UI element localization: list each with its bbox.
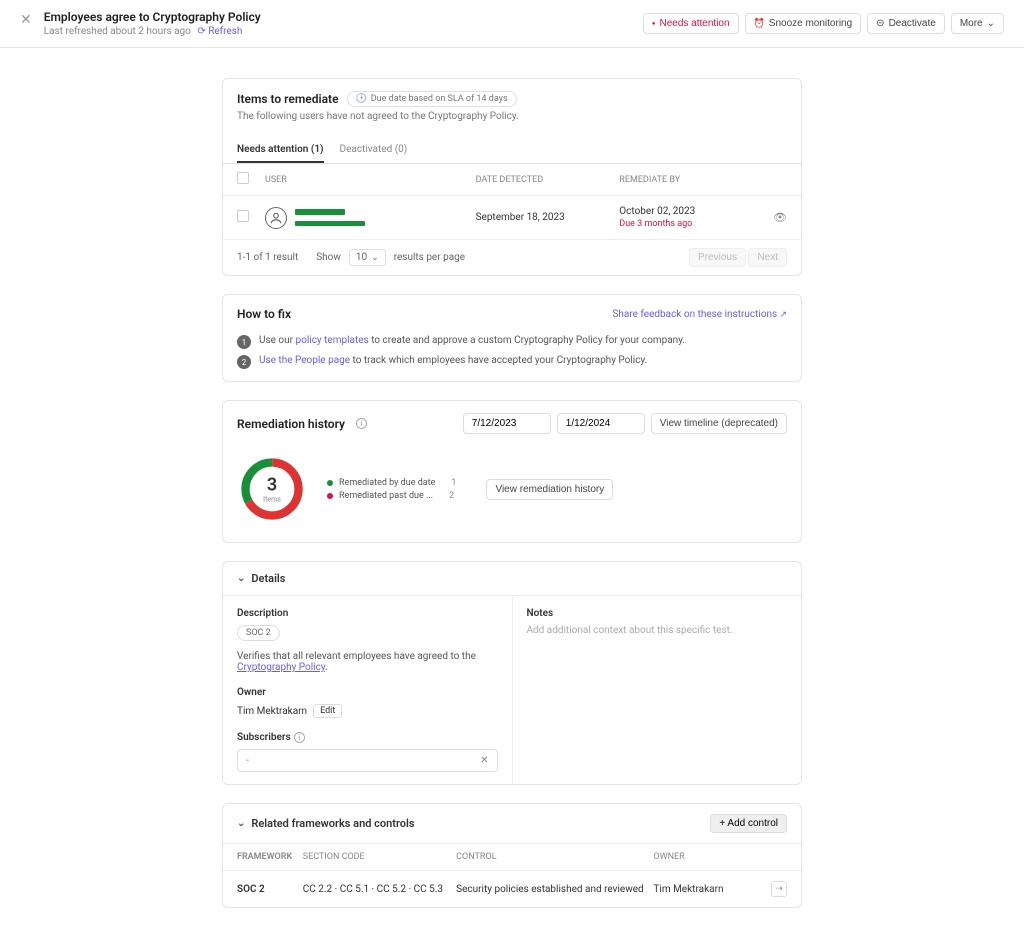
col-owner: OWNER: [653, 852, 763, 862]
details-card: Details Description SOC 2 Verifies that …: [222, 561, 802, 785]
subscribers-label: Subscribers: [237, 732, 291, 743]
select-all-checkbox[interactable]: [237, 172, 249, 184]
policy-templates-link[interactable]: policy templates: [296, 335, 369, 346]
sla-badge: Due date based on SLA of 14 days: [347, 91, 517, 107]
table-header: USER DATE DETECTED REMEDIATE BY: [223, 164, 801, 196]
user-avatar-icon: [265, 207, 287, 229]
fw-control: Security policies established and review…: [456, 884, 653, 895]
tab-deactivated[interactable]: Deactivated (0): [340, 138, 408, 163]
date-from-input[interactable]: [463, 413, 551, 434]
legend-dot-red: [327, 493, 333, 499]
legend-green-val: 1: [451, 478, 456, 488]
donut-chart: 3 Items: [237, 454, 307, 524]
user-name-redacted: [295, 207, 365, 229]
tab-needs-attention[interactable]: Needs attention (1): [237, 138, 324, 163]
refresh-link[interactable]: Refresh: [197, 26, 242, 37]
fix-title: How to fix: [237, 307, 291, 321]
owner-name: Tim Mektrakarn: [237, 706, 307, 717]
fw-owner: Tim Mektrakarn: [653, 884, 763, 895]
add-control-button[interactable]: + Add control: [710, 814, 787, 833]
page-size-select[interactable]: 10: [349, 249, 386, 266]
step-1-icon: 1: [237, 335, 251, 349]
remediate-title: Items to remediate: [237, 92, 339, 106]
page-header: ✕ Employees agree to Cryptography Policy…: [0, 0, 1024, 48]
view-history-button[interactable]: View remediation history: [486, 479, 613, 500]
donut-total: 3: [263, 475, 281, 496]
notes-placeholder[interactable]: Add additional context about this specif…: [527, 625, 788, 636]
col-section: SECTION CODE: [303, 852, 456, 862]
view-timeline-button[interactable]: View timeline (deprecated): [651, 413, 787, 434]
crypto-policy-link[interactable]: Cryptography Policy: [237, 662, 325, 673]
step-2-icon: 2: [237, 355, 251, 369]
table-row[interactable]: September 18, 2023 October 02, 2023 Due …: [223, 196, 801, 240]
legend-dot-green: [327, 480, 333, 486]
close-icon[interactable]: ✕: [20, 10, 32, 28]
result-count: 1-1 of 1 result: [237, 252, 298, 263]
date-detected: September 18, 2023: [476, 212, 610, 223]
col-control: CONTROL: [456, 852, 653, 862]
owner-label: Owner: [237, 687, 498, 698]
related-toggle[interactable]: Related frameworks and controls: [237, 817, 415, 830]
clear-icon[interactable]: ✕: [480, 755, 488, 766]
due-status: Due 3 months ago: [619, 219, 753, 229]
next-button[interactable]: Next: [748, 248, 787, 267]
feedback-link[interactable]: Share feedback on these instructions: [612, 309, 787, 320]
legend-green-label: Remediated by due date: [339, 478, 435, 488]
page-title: Employees agree to Cryptography Policy: [44, 10, 261, 24]
how-to-fix-card: How to fix Share feedback on these instr…: [222, 294, 802, 382]
history-title: Remediation history: [237, 417, 345, 431]
col-remediate: REMEDIATE BY: [619, 175, 753, 185]
details-toggle[interactable]: Details: [223, 562, 801, 595]
snooze-button[interactable]: Snooze monitoring: [745, 13, 862, 34]
related-card: Related frameworks and controls + Add co…: [222, 803, 802, 908]
description-label: Description: [237, 608, 498, 619]
fw-section: CC 2.2 · CC 5.1 · CC 5.2 · CC 5.3: [303, 884, 456, 895]
more-button[interactable]: More: [951, 13, 1004, 34]
soc2-chip: SOC 2: [237, 625, 280, 641]
framework-row[interactable]: SOC 2 CC 2.2 · CC 5.1 · CC 5.2 · CC 5.3 …: [223, 871, 801, 907]
fw-name: SOC 2: [237, 884, 303, 895]
col-framework: FRAMEWORK: [237, 852, 303, 862]
deactivate-button[interactable]: Deactivate: [867, 13, 945, 34]
needs-attention-button[interactable]: Needs attention: [643, 13, 739, 34]
prev-button[interactable]: Previous: [689, 248, 746, 267]
col-user: USER: [265, 175, 466, 185]
remediate-card: Items to remediate Due date based on SLA…: [222, 78, 802, 276]
donut-label: Items: [263, 496, 281, 504]
edit-owner-button[interactable]: Edit: [313, 704, 342, 718]
subscribers-input[interactable]: - ✕: [237, 749, 498, 772]
notes-label: Notes: [527, 608, 788, 619]
remediate-subtext: The following users have not agreed to t…: [237, 111, 787, 122]
row-checkbox[interactable]: [237, 210, 249, 222]
info-icon[interactable]: i: [294, 732, 305, 743]
eye-off-icon[interactable]: 👁: [773, 211, 787, 224]
date-to-input[interactable]: [557, 413, 645, 434]
legend-red-label: Remediated past due ...: [339, 491, 433, 501]
remediate-by-date: October 02, 2023: [619, 206, 753, 217]
remediation-history-card: Remediation history i View timeline (dep…: [222, 400, 802, 543]
legend-red-val: 2: [449, 491, 454, 501]
refresh-subtitle: Last refreshed about 2 hours ago Refresh: [44, 26, 261, 37]
col-detected: DATE DETECTED: [476, 175, 610, 185]
people-page-link[interactable]: Use the People page: [259, 355, 350, 366]
row-action-icon[interactable]: ⇢: [771, 881, 787, 897]
info-icon[interactable]: i: [356, 418, 367, 429]
